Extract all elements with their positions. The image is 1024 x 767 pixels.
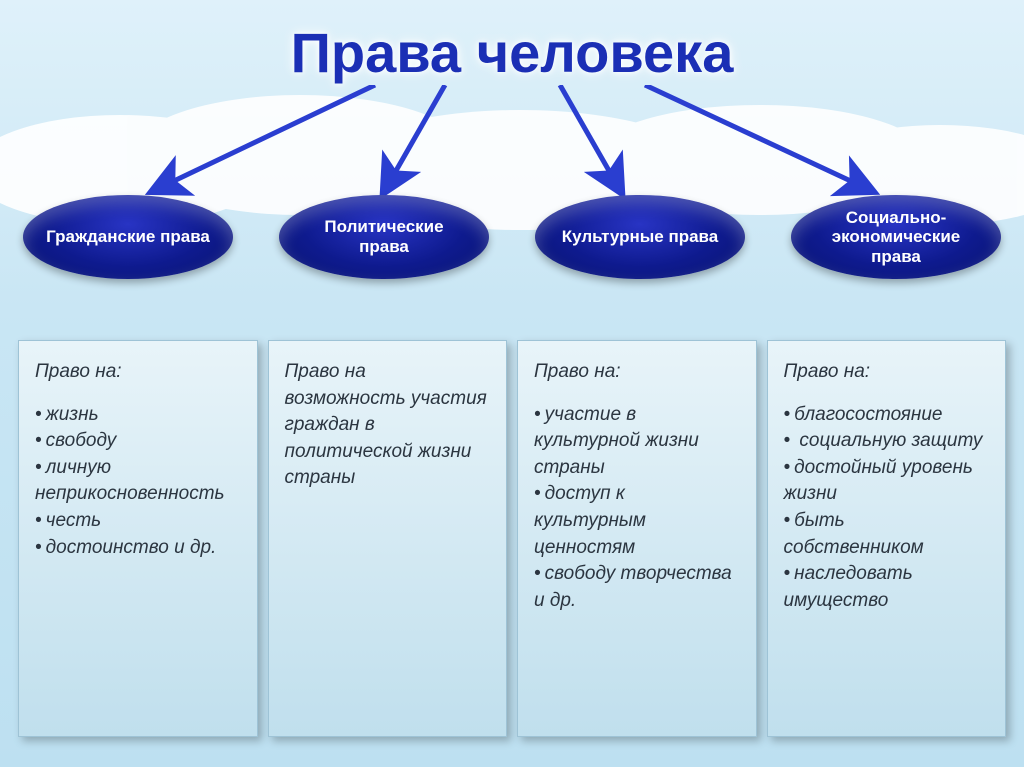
category-label: Гражданские права [46,227,210,247]
arrow-2 [560,85,620,190]
category-ellipse-row: Гражданские права Политические права Культ… [0,195,1024,279]
card-list-item: наследовать имущество [784,561,990,614]
card-list: жизньсвободуличную неприкосновенностьчес… [35,402,241,562]
card-list: участие в культурной жизни страныдоступ … [534,402,740,615]
card-1: Право на возможность участия граждан в п… [268,340,508,737]
card-list-item: свободу творчества и др. [534,561,740,614]
card-list-item: жизнь [35,402,241,429]
arrow-3 [645,85,870,190]
card-list: благосостояние социальную защитудостойны… [784,402,990,615]
card-row: Право на: жизньсвободуличную неприкоснове… [0,340,1024,737]
category-label: Социально-экономические права [813,208,979,267]
card-3: Право на: благосостояние социальную защит… [767,340,1007,737]
arrow-0 [155,85,375,190]
category-ellipse-3: Социально-экономические права [791,195,1001,279]
category-label: Культурные права [562,227,718,247]
card-list-item: честь [35,508,241,535]
card-text: Право на возможность участия граждан в п… [285,359,491,492]
card-list-item: достойный уровень жизни [784,455,990,508]
arrow-1 [385,85,445,190]
card-list-item: свободу [35,428,241,455]
category-ellipse-0: Гражданские права [23,195,233,279]
card-list-item: социальную защиту [784,428,990,455]
card-list-item: быть собственником [784,508,990,561]
card-heading: Право на: [784,359,990,386]
card-list-item: доступ к культурным ценностям [534,481,740,561]
card-list-item: достоинство и др. [35,535,241,562]
card-0: Право на: жизньсвободуличную неприкоснове… [18,340,258,737]
category-label: Политические права [301,217,467,256]
page-title: Права человека [0,20,1024,85]
card-list-item: благосостояние [784,402,990,429]
card-2: Право на: участие в культурной жизни стра… [517,340,757,737]
category-ellipse-2: Культурные права [535,195,745,279]
card-list-item: участие в культурной жизни страны [534,402,740,482]
card-list-item: личную неприкосновенность [35,455,241,508]
card-heading: Право на: [35,359,241,386]
category-ellipse-1: Политические права [279,195,489,279]
card-heading: Право на: [534,359,740,386]
